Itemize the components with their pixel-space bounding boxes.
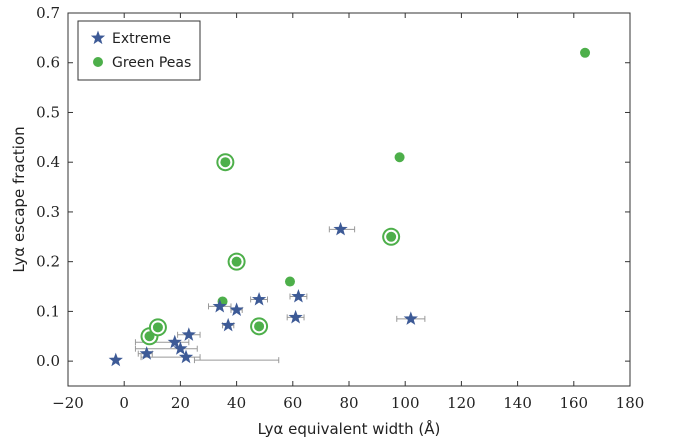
- x-tick-label: 40: [227, 394, 246, 412]
- x-axis-label: Lyα equivalent width (Å): [258, 419, 441, 438]
- green-pea-point: [254, 321, 265, 332]
- extreme-point: [139, 346, 154, 360]
- legend: Extreme Green Peas: [77, 20, 201, 81]
- y-tick-label: 0.3: [36, 203, 60, 221]
- y-tick-label: 0.1: [36, 302, 60, 320]
- plot-marks: [108, 47, 591, 367]
- x-tick-label: −20: [52, 394, 84, 412]
- y-tick-label: 0.6: [36, 54, 60, 72]
- extreme-point: [178, 349, 194, 364]
- green-pea-point: [580, 47, 591, 58]
- y-tick-label: 0.2: [36, 253, 60, 271]
- legend-label-extreme: Extreme: [112, 31, 171, 47]
- green-pea-point: [394, 152, 405, 163]
- y-tick-label: 0.4: [36, 153, 60, 171]
- legend-circle-icon: [93, 57, 103, 67]
- legend-label-green-peas: Green Peas: [112, 55, 191, 71]
- extreme-point: [221, 317, 236, 332]
- x-tick-label: 100: [391, 394, 420, 412]
- extreme-point: [251, 291, 267, 306]
- x-tick-label: 0: [119, 394, 129, 412]
- legend-box: [77, 20, 201, 81]
- green-pea-point: [386, 231, 397, 242]
- y-tick-label: 0.0: [36, 352, 60, 370]
- y-tick-label: 0.5: [36, 103, 60, 121]
- x-tick-label: 120: [447, 394, 476, 412]
- green-pea-point: [284, 276, 295, 287]
- x-tick-label: 180: [616, 394, 645, 412]
- extreme-point: [403, 311, 418, 325]
- green-pea-point: [231, 256, 242, 267]
- extreme-point: [167, 334, 182, 349]
- legend-star-icon: [90, 30, 106, 45]
- x-tick-label: 140: [503, 394, 532, 412]
- extreme-point: [108, 352, 123, 367]
- x-tick-label: 20: [171, 394, 190, 412]
- x-tick-label: 160: [559, 394, 588, 412]
- extreme-point: [229, 302, 244, 316]
- axis-ticks: −20 0 20 40 60 80 100 120 140 160 180 0.0 0.1 0.2 0.3 0…: [36, 4, 644, 412]
- extreme-point: [212, 298, 227, 313]
- y-tick-label: 0.7: [36, 4, 60, 22]
- green-pea-point: [220, 157, 231, 168]
- y-axis-label: Lyα escape fraction: [10, 126, 28, 272]
- extreme-point: [291, 288, 306, 303]
- x-tick-label: 80: [339, 394, 358, 412]
- extreme-point: [333, 221, 348, 236]
- green-pea-point: [152, 322, 163, 333]
- extreme-point: [288, 309, 303, 324]
- extreme-point: [181, 327, 196, 341]
- x-tick-label: 60: [283, 394, 302, 412]
- extreme-point: [173, 341, 188, 355]
